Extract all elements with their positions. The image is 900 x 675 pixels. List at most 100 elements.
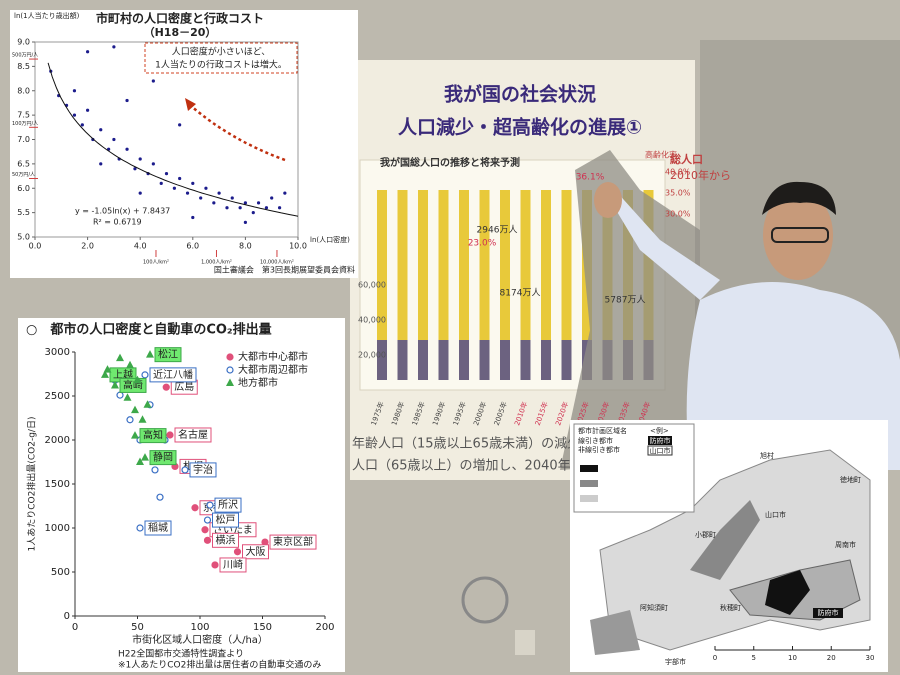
slide-bar [377,190,387,340]
point-label: 近江八幡 [153,368,193,381]
point [116,391,124,399]
point [233,548,242,556]
slide-bar [459,340,469,380]
point [103,365,112,373]
legend-label: 地方都市 [238,376,278,389]
slide-bar [377,340,387,380]
y-tick-label: 500 [51,567,70,578]
slide-bar [397,340,408,380]
point [172,186,176,190]
point [131,405,139,414]
point-label: 松江 [158,348,178,361]
point-label: 上越 [113,368,133,381]
point [136,524,144,532]
point [112,137,116,142]
point [211,561,219,569]
slide-bar [541,190,551,340]
point-label-box [149,450,177,466]
place: 小郡町 [695,530,716,539]
y-marker-label: 100万円/人 [12,121,38,127]
y-axis-label: 1人あたりCO2排出量(CO2-g/日) [26,417,38,552]
place: 防府市 [818,608,839,617]
scale-label: 5 [752,654,756,662]
point [261,538,269,546]
point-label: 所沢 [218,498,238,511]
label-bg [813,608,843,618]
hofu-urban [765,570,810,615]
y-tick-label: 3000 [45,347,70,358]
point [138,415,147,423]
point [136,457,144,465]
point [191,215,195,220]
y-tick-label: 2500 [45,391,70,402]
point-label-box [139,428,167,444]
slide-chart-title: 我が国総人口の推移と将来予測 [380,156,520,169]
slide-title: 我が国の社会状況 [444,83,596,106]
point-label: 宇治 [193,463,213,476]
x-tick-label: 10.0 [289,242,307,251]
point [238,206,242,210]
point [125,147,129,151]
slide-bar [520,340,531,380]
chart-subtitle: （H18－20） [144,26,217,39]
x-marker-label: 100人/km² [143,260,169,266]
slide-bar [500,190,510,340]
annotation: 1人当たりの行政コストは増大。 [155,59,287,71]
y-tick-label: 7.5 [17,111,30,120]
y-tick-label: 1500 [45,479,70,490]
point [80,123,84,127]
chart-title: 市町村の人口密度と行政コスト [96,11,264,26]
annotation-arrow [189,104,286,162]
slide-bar [500,340,510,380]
point [201,526,209,534]
x-tick-label: 100 [190,622,209,633]
slide-callout: 8174万人 [500,288,541,299]
slide-bar [418,340,428,380]
scale-label: 20 [827,654,836,662]
point [225,206,229,210]
point [123,393,132,401]
point-label-box [174,427,212,443]
point [86,108,90,112]
point-label-box [214,497,242,513]
point [91,137,95,142]
point [270,196,274,200]
legend-marker [226,353,234,361]
equation: y = -1.05ln(x) + 7.8437 [75,207,170,216]
point [178,123,182,127]
slide-callout: 23.0% [468,239,497,249]
point-label-box [189,462,217,478]
place: 宇部市 [665,657,686,666]
slide-bar [397,190,408,340]
y-tick-label: 6.0 [17,184,30,193]
person-hair [762,181,836,215]
y-tick-label: 0 [64,611,70,622]
slide-bottom-text: 年齢人口（15歳以上65歳未満）の減少 [352,436,580,452]
slide-callout: 5787万人 [605,295,646,306]
point [143,400,152,408]
point [251,211,255,215]
point [191,181,195,185]
point [203,516,212,524]
slide-bar [479,340,490,380]
slide-bar [520,190,531,340]
point [277,206,282,210]
x-marker-label: 10,000人/km² [260,260,294,266]
x-tick-label: 6.0 [186,242,199,251]
y-tick-label: 5.0 [17,233,30,242]
x-marker-label: 1,000人/km² [201,260,232,266]
point [86,50,90,54]
note: ※1人あたりCO2排出量は居住者の自動車交通のみ [118,659,321,671]
point-label-box [149,367,197,383]
wall-outlet [515,630,535,655]
slide-bar [418,190,428,340]
slide-bar [479,190,490,340]
point-label: 横浜 [216,533,236,546]
point-label: 川崎 [223,558,243,571]
point-label-box [269,534,317,550]
legend-label: 大都市周辺都市 [238,363,308,376]
scale-label: 0 [713,654,717,662]
place: 阿知須町 [640,603,668,612]
legend-swatch [580,465,598,472]
